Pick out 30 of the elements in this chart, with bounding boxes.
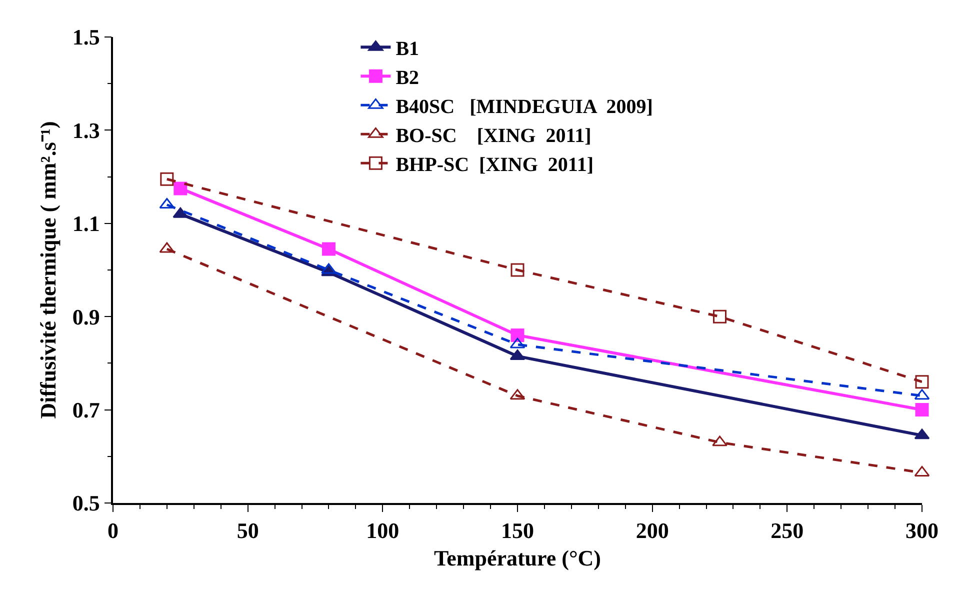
- point: [510, 328, 524, 342]
- point: [915, 375, 929, 389]
- y-tick-label: 1.3: [72, 118, 100, 143]
- point: [915, 403, 929, 417]
- x-tick-label: 100: [366, 518, 400, 544]
- x-axis-title: Température (°C): [434, 546, 602, 571]
- y-tick-label: 0.9: [72, 304, 100, 330]
- y-tick-label: 1.5: [72, 24, 100, 50]
- y-tick-label: 0.5: [72, 490, 100, 516]
- x-tick-label: 200: [636, 518, 669, 544]
- point: [510, 263, 524, 277]
- legend-label: B40SC [MINDEGUIA 2009]: [396, 96, 653, 118]
- legend-label: BHP-SC [XING 2011]: [396, 154, 594, 176]
- point: [322, 242, 336, 256]
- legend-label: B1: [396, 38, 420, 60]
- point: [713, 310, 726, 324]
- x-tick-label: 0: [108, 518, 118, 544]
- point: [712, 436, 728, 446]
- legend-label: B2: [396, 66, 420, 89]
- point: [321, 263, 336, 274]
- x-tick-label: 50: [236, 518, 259, 544]
- y-tick-label: 0.7: [72, 398, 100, 422]
- legend-label: BO-SC [XING 2011]: [396, 124, 592, 147]
- point: [174, 182, 188, 196]
- x-tick-label: 300: [906, 518, 938, 544]
- point: [160, 172, 174, 186]
- y-axis-title: Diffusivité thermique ( mm².s⁻¹): [36, 121, 61, 419]
- y-tick-label: 1.1: [72, 211, 100, 236]
- x-tick-label: 250: [770, 518, 804, 544]
- x-tick-label: 150: [501, 518, 534, 544]
